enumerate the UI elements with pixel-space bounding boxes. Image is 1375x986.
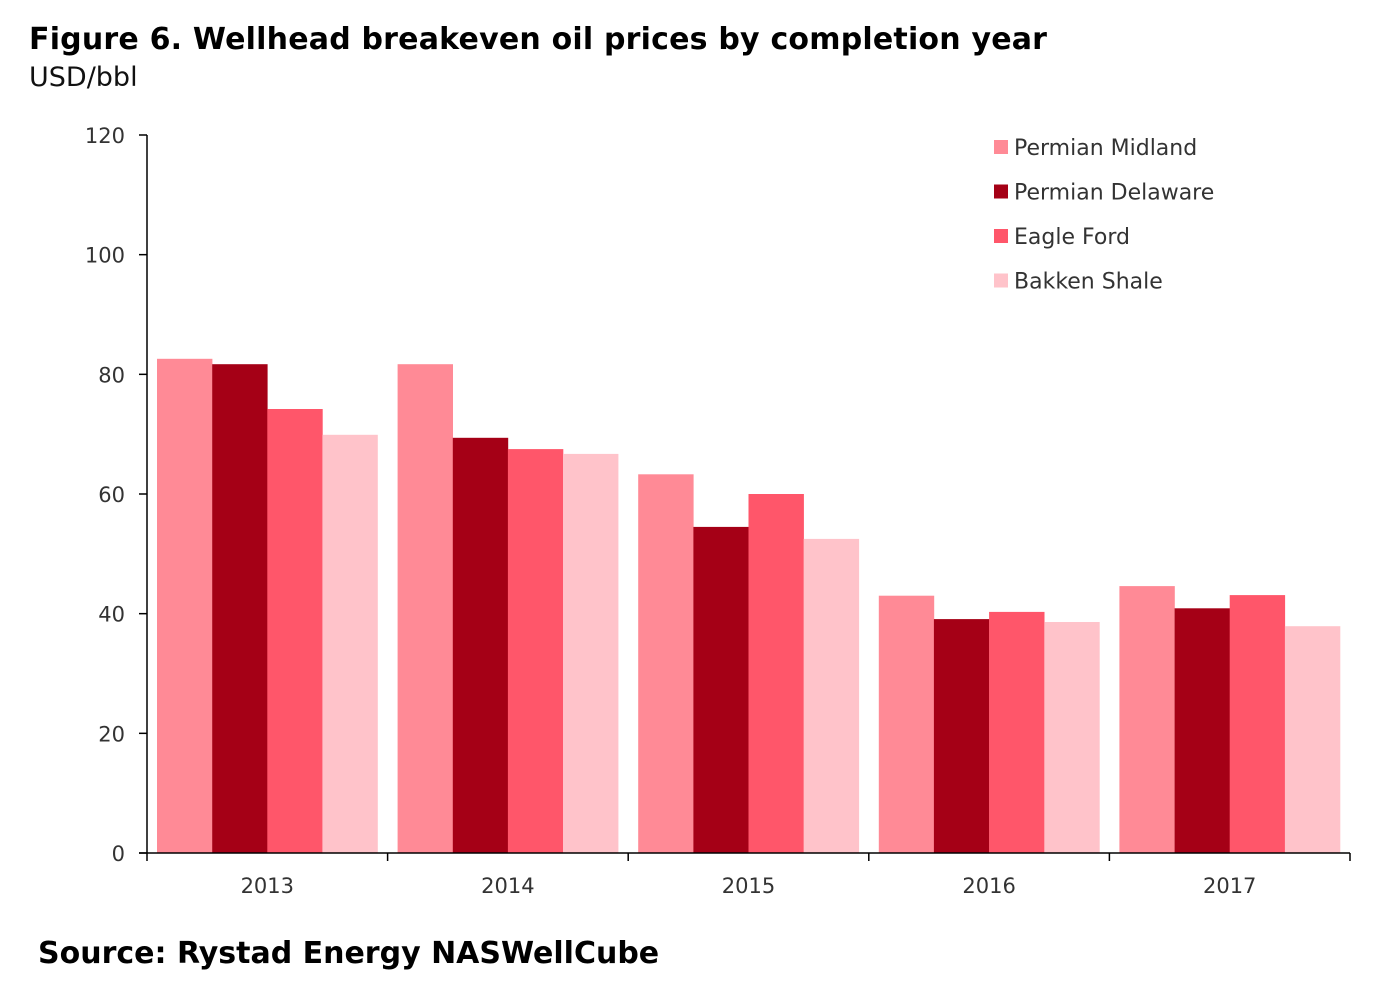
bar-eagle-ford-2017 [1229, 595, 1286, 853]
legend-swatch [994, 229, 1008, 243]
legend-swatch [994, 184, 1008, 199]
legend-swatch [994, 273, 1008, 288]
bar-permian-delaware-2014 [452, 437, 509, 853]
legend-label: Permian Midland [1014, 136, 1197, 161]
bar-bakken-shale-2013 [322, 434, 378, 853]
source-note: Source: Rystad Energy NASWellCube [38, 936, 660, 971]
bar-eagle-ford-2015 [748, 494, 804, 853]
bar-bakken-shale-2016 [1044, 622, 1100, 853]
bar-permian-midland-2017 [1119, 586, 1175, 853]
bar-permian-midland-2015 [638, 474, 694, 853]
bar-bakken-shale-2014 [563, 453, 619, 853]
bar-eagle-ford-2014 [507, 449, 564, 853]
legend-label: Permian Delaware [1014, 181, 1214, 206]
x-tick-label-2017: 2017 [1203, 874, 1256, 898]
bar-permian-midland-2013 [157, 358, 213, 853]
legend-swatch [994, 140, 1008, 154]
legend: Permian Midland Permian Delaware Eagle For… [994, 136, 1214, 295]
y-tick-label: 80 [98, 363, 125, 387]
y-tick-label: 40 [98, 603, 125, 627]
legend-item-permian-midland: Permian Midland [994, 136, 1197, 161]
y-tick-label: 20 [98, 722, 125, 746]
legend-item-permian-delaware: Permian Delaware [994, 181, 1214, 206]
bar-permian-delaware-2017 [1174, 608, 1230, 853]
bars-layer [157, 358, 1341, 853]
axes-layer: 0 20 40 60 80 100 120 2013 2014 2015 2016 2017 [85, 124, 1351, 898]
bar-eagle-ford-2013 [267, 409, 323, 853]
bar-permian-delaware-2013 [212, 364, 268, 853]
chart-unit-subtitle: USD/bbl [29, 62, 138, 93]
bar-permian-delaware-2016 [933, 619, 990, 853]
x-tick-label-2014: 2014 [481, 874, 534, 898]
chart-title: Figure 6. Wellhead breakeven oil prices … [29, 22, 1048, 57]
legend-item-eagle-ford: Eagle Ford [994, 225, 1130, 250]
x-tick-label-2013: 2013 [241, 874, 294, 898]
bar-permian-midland-2016 [878, 595, 935, 853]
x-tick-label-2016: 2016 [962, 874, 1015, 898]
y-tick-label: 0 [112, 842, 125, 866]
legend-label: Eagle Ford [1014, 225, 1130, 250]
y-tick-label: 120 [85, 124, 125, 148]
legend-label: Bakken Shale [1014, 270, 1163, 295]
y-tick-label: 60 [98, 483, 125, 507]
bar-permian-delaware-2015 [693, 526, 749, 853]
legend-item-bakken-shale: Bakken Shale [994, 270, 1163, 295]
bar-bakken-shale-2015 [803, 538, 860, 853]
y-tick-label: 100 [85, 244, 125, 268]
bar-eagle-ford-2016 [989, 611, 1045, 853]
bar-bakken-shale-2017 [1284, 626, 1341, 853]
x-tick-label-2015: 2015 [722, 874, 775, 898]
bar-permian-midland-2014 [397, 364, 453, 853]
